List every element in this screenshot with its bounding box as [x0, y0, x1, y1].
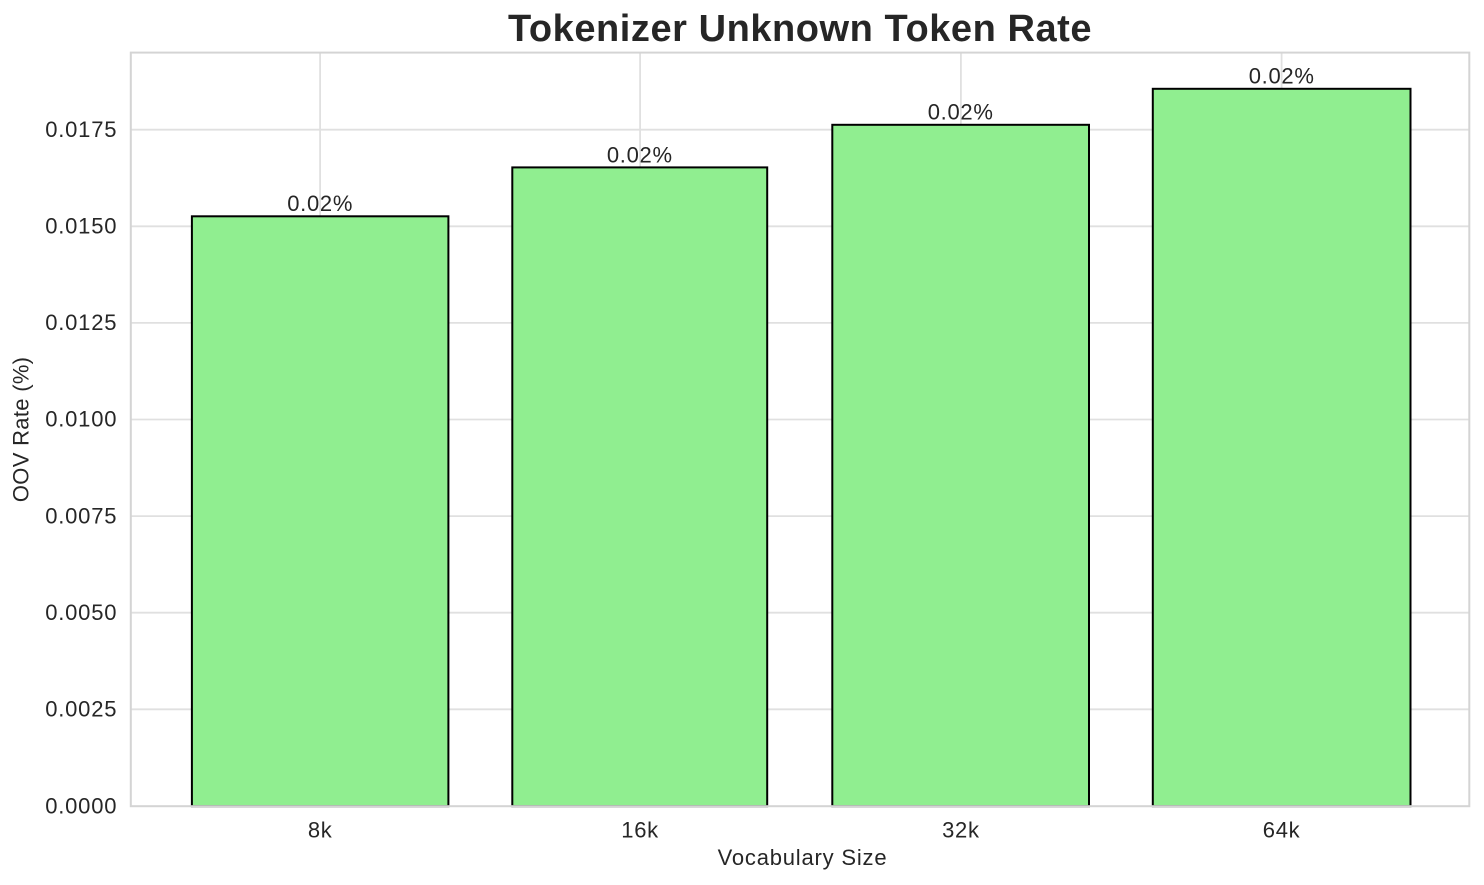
- svg-text:64k: 64k: [1263, 818, 1301, 843]
- svg-text:0.0100: 0.0100: [45, 407, 117, 432]
- svg-text:0.02%: 0.02%: [1249, 64, 1315, 89]
- svg-text:Tokenizer Unknown Token Rate: Tokenizer Unknown Token Rate: [508, 8, 1092, 50]
- svg-text:0.02%: 0.02%: [607, 142, 673, 167]
- svg-text:0.0125: 0.0125: [45, 310, 117, 335]
- svg-text:0.02%: 0.02%: [928, 100, 994, 125]
- svg-text:0.0075: 0.0075: [45, 503, 117, 528]
- svg-text:0.0050: 0.0050: [45, 600, 117, 625]
- svg-text:8k: 8k: [308, 818, 333, 843]
- svg-text:16k: 16k: [621, 818, 659, 843]
- svg-text:Vocabulary Size: Vocabulary Size: [718, 845, 888, 870]
- svg-text:0.0150: 0.0150: [45, 214, 117, 239]
- svg-text:0.0175: 0.0175: [45, 117, 117, 142]
- svg-text:0.0000: 0.0000: [45, 793, 117, 818]
- svg-text:0.0025: 0.0025: [45, 697, 117, 722]
- svg-text:0.02%: 0.02%: [287, 191, 353, 216]
- svg-text:32k: 32k: [942, 818, 980, 843]
- svg-text:OOV Rate (%): OOV Rate (%): [9, 357, 34, 502]
